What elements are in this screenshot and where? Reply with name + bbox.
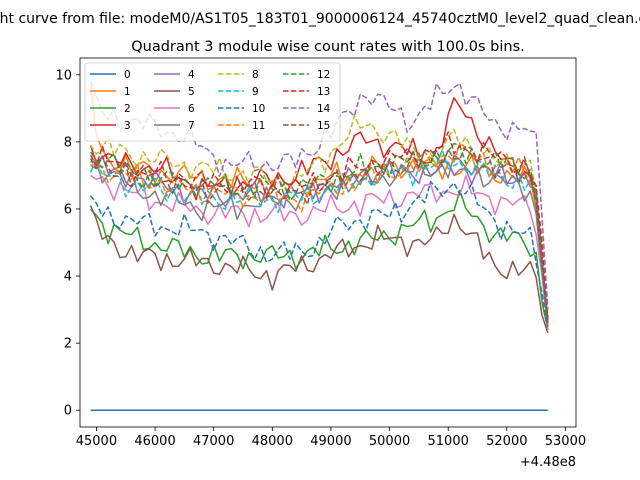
x-tick-label: 48000	[252, 434, 293, 449]
chart-title: Quadrant 3 module wise count rates with …	[131, 39, 525, 55]
legend-label-5: 5	[188, 86, 195, 98]
y-tick-label: 6	[64, 202, 72, 217]
legend-label-15: 15	[317, 120, 330, 132]
legend-label-11: 11	[252, 120, 265, 132]
x-offset-label: +4.48e8	[520, 455, 576, 470]
legend-label-1: 1	[124, 86, 131, 98]
x-tick-label: 51000	[428, 434, 469, 449]
series-line-11	[90, 141, 549, 324]
legend-label-13: 13	[317, 86, 330, 98]
legend-label-7: 7	[188, 120, 195, 132]
legend-label-10: 10	[252, 103, 265, 115]
y-tick-label: 2	[64, 337, 72, 352]
series-line-6	[90, 174, 549, 330]
series-line-15	[89, 145, 549, 324]
x-tick-label: 50000	[369, 434, 410, 449]
plot-area-frame	[79, 57, 577, 428]
legend-label-3: 3	[124, 120, 131, 132]
x-tick-label: 46000	[134, 434, 175, 449]
x-tick-label: 49000	[310, 434, 351, 449]
y-tick-label: 4	[64, 270, 72, 285]
x-tick-label: 45000	[76, 434, 117, 449]
legend-label-2: 2	[124, 103, 131, 115]
legend-label-8: 8	[252, 69, 259, 81]
series-line-10	[89, 181, 549, 327]
series-line-13	[89, 131, 549, 320]
figure-suptitle: Light curve from file: modeM0/AS1T05_183…	[0, 11, 640, 27]
axes: 45000 46000 47000 48000 49000 50000 51000 52000…	[55, 68, 586, 449]
legend-label-0: 0	[124, 69, 131, 81]
y-tick-label: 8	[64, 135, 72, 150]
x-tick-label: 47000	[193, 434, 234, 449]
y-tick-label: 0	[64, 404, 72, 419]
legend-label-12: 12	[317, 69, 330, 81]
x-tick-label: 52000	[486, 434, 527, 449]
series-lines	[89, 81, 549, 411]
y-tick-label: 10	[55, 68, 72, 83]
x-tick-label: 53000	[545, 434, 586, 449]
series-line-2	[89, 189, 549, 330]
legend-label-9: 9	[252, 86, 259, 98]
series-line-5	[89, 205, 549, 334]
legend-label-14: 14	[317, 103, 331, 115]
legend-label-6: 6	[188, 103, 195, 115]
legend-box	[84, 62, 341, 142]
series-line-3	[89, 97, 549, 324]
legend-label-4: 4	[188, 69, 195, 81]
series-line-9	[89, 149, 549, 324]
